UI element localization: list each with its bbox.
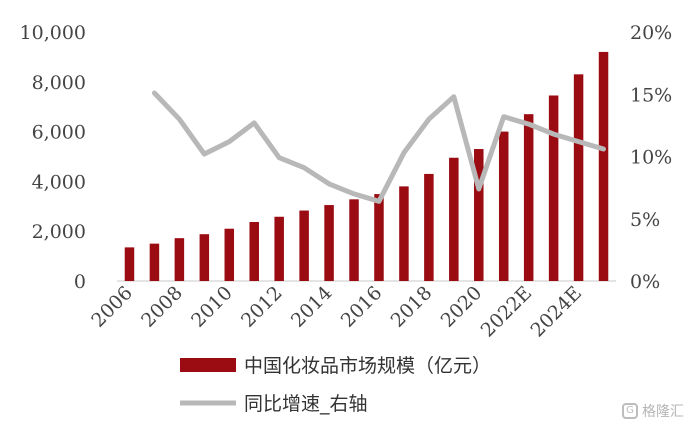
- x-tick-label: 2014: [287, 282, 337, 332]
- bar-2020: [474, 149, 484, 281]
- y-right-tick-label: 20%: [630, 22, 672, 44]
- x-tick-label: 2018: [387, 282, 437, 332]
- bar-2016: [374, 194, 384, 281]
- growth-line: [151, 90, 606, 204]
- bar-2012: [274, 216, 284, 281]
- watermark: G 格隆汇: [622, 401, 684, 421]
- bar-2025E: [598, 51, 609, 281]
- bar-2019: [449, 157, 459, 281]
- y-right-tick-label: 0%: [630, 271, 660, 293]
- x-tick-label: 2024E: [527, 282, 587, 342]
- legend-label-bar: 中国化妆品市场规模（亿元）: [244, 355, 491, 377]
- bar-series: [124, 51, 609, 282]
- x-tick-label: 2016: [337, 282, 387, 332]
- bar-2015: [349, 199, 359, 281]
- y-left-tick-label: 2,000: [32, 221, 86, 243]
- bar-2007: [149, 243, 160, 281]
- y-axis-right: 0% 5% 10% 15% 20%: [630, 22, 672, 293]
- x-tick-label: 2010: [187, 282, 237, 332]
- bar-2006: [124, 247, 135, 281]
- x-tick-label: 2008: [137, 282, 187, 332]
- y-right-tick-label: 15%: [630, 84, 672, 106]
- y-left-tick-label: 8,000: [32, 72, 86, 94]
- legend: 中国化妆品市场规模（亿元） 同比增速_右轴: [180, 355, 491, 415]
- bar-2022E: [523, 114, 534, 281]
- y-right-tick-label: 10%: [630, 147, 672, 169]
- bar-2009: [199, 234, 210, 281]
- bar-2011: [249, 221, 259, 281]
- bar-2014: [324, 205, 334, 281]
- y-axis-left: 0 2,000 4,000 6,000 8,000 10,000: [20, 22, 86, 293]
- y-right-tick-label: 5%: [630, 209, 660, 231]
- y-left-tick-label: 6,000: [32, 122, 86, 144]
- watermark-text: 格隆汇: [642, 404, 684, 420]
- bar-2018: [424, 173, 434, 281]
- y-left-tick-label: 4,000: [32, 171, 86, 193]
- legend-label-line: 同比增速_右轴: [244, 393, 368, 415]
- bar-2013: [299, 210, 309, 281]
- bar-2010: [224, 228, 235, 281]
- x-tick-label: 2022E: [477, 282, 537, 342]
- growth-line-series: [151, 90, 606, 204]
- gelonghui-logo-icon: G: [622, 403, 638, 419]
- x-tick-label: 2012: [237, 282, 287, 332]
- legend-swatch-bar: [180, 358, 236, 372]
- x-tick-label: 2006: [87, 282, 137, 332]
- bar-2023E: [548, 95, 559, 282]
- y-left-tick-label: 0: [74, 271, 86, 293]
- y-left-tick-label: 10,000: [20, 22, 86, 44]
- x-axis: 2006 2008 2010 2012 2014 2016 2018 20202022E202…: [87, 282, 586, 342]
- bar-2017: [399, 186, 409, 281]
- bar-2008: [174, 238, 185, 281]
- bar-2024E: [573, 74, 584, 281]
- bar-2021: [498, 131, 509, 281]
